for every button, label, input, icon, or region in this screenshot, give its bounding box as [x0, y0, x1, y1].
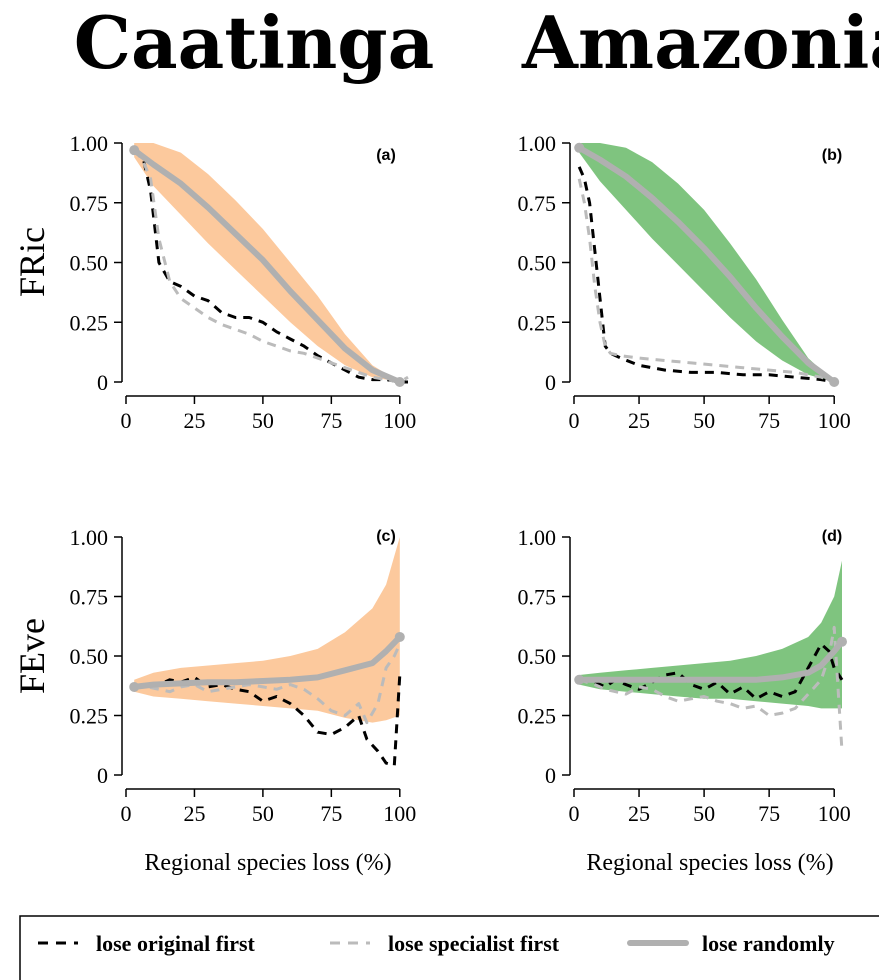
y-tick-label-a-0: 0 [97, 370, 108, 395]
panel-letter-a: (a) [376, 147, 396, 164]
x-tick-label-c-4: 100 [383, 801, 416, 826]
x-tick-label-c-1: 25 [183, 801, 205, 826]
series-line-d-lose-specialist-first [578, 625, 844, 752]
y-tick-label-c-3: 0.75 [70, 585, 109, 610]
x-tick-label-d-3: 75 [758, 801, 780, 826]
region-title-amazonia: Amazonia [521, 0, 879, 85]
y-tick-label-d-0: 0 [545, 763, 556, 788]
random-end-point-a [394, 377, 405, 387]
y-tick-label-a-3: 0.75 [70, 191, 109, 216]
random-start-point-a [129, 145, 140, 156]
legend: lose original first lose specialist firs… [19, 915, 879, 980]
xlabel-left: Regional species loss (%) [144, 850, 391, 876]
region-title-caatinga: Caatinga [74, 0, 435, 85]
x-tick-label-a-1: 25 [183, 408, 205, 433]
y-tick-label-c-1: 0.25 [70, 704, 109, 729]
y-tick-label-d-4: 1.00 [518, 525, 557, 550]
y-tick-label-a-1: 0.25 [70, 310, 109, 335]
series-line-c-lose-specialist-first [133, 643, 402, 725]
series-line-c-lose-original-first [133, 674, 402, 767]
x-tick-label-b-2: 50 [693, 408, 715, 433]
x-tick-label-b-0: 0 [569, 408, 580, 433]
x-tick-label-b-1: 25 [628, 408, 650, 433]
random-start-point-c [129, 681, 140, 692]
xlabel-right: Regional species loss (%) [586, 850, 833, 876]
y-tick-label-b-4: 1.00 [518, 131, 557, 156]
x-tick-label-a-3: 75 [320, 408, 342, 433]
ylabel-feve: FEve [12, 618, 52, 694]
legend-label-specialist: lose specialist first [388, 931, 560, 956]
x-tick-label-c-3: 75 [320, 801, 342, 826]
ylabel-fric: FRic [12, 227, 52, 297]
series-line-b-lose-randomly [576, 144, 838, 385]
panel-c: 0 0.25 0.50 0.75 1.00 0 25 50 75 100 (c) [70, 525, 417, 826]
y-tick-label-b-3: 0.75 [518, 191, 557, 216]
y-tick-label-b-0: 0 [545, 370, 556, 395]
y-tick-label-b-1: 0.25 [518, 310, 557, 335]
x-tick-label-d-2: 50 [693, 801, 715, 826]
legend-box [19, 915, 879, 980]
y-tick-label-d-2: 0.50 [518, 644, 557, 669]
x-tick-label-a-4: 100 [383, 408, 416, 433]
panel-letter-b: (b) [822, 147, 842, 164]
panel-letter-c: (c) [376, 528, 396, 545]
legend-label-original: lose original first [96, 931, 256, 956]
x-tick-label-d-4: 100 [818, 801, 851, 826]
x-tick-label-d-1: 25 [628, 801, 650, 826]
y-tick-label-d-3: 0.75 [518, 585, 557, 610]
panel-a: 0 0.25 0.50 0.75 1.00 0 25 50 75 100 (a) [70, 131, 417, 433]
series-line-d-lose-randomly [576, 638, 845, 683]
random-end-point-d [837, 636, 847, 647]
y-tick-label-c-2: 0.50 [70, 644, 109, 669]
random-end-point-b [829, 377, 840, 387]
y-tick-label-d-1: 0.25 [518, 704, 557, 729]
series-line-a-lose-original-first [133, 148, 408, 384]
series-line-c-lose-randomly [131, 634, 403, 690]
x-tick-label-c-2: 50 [252, 801, 274, 826]
panel-b: 0 0.25 0.50 0.75 1.00 0 25 50 75 100 (b) [518, 131, 851, 433]
x-tick-label-b-4: 100 [818, 408, 851, 433]
y-tick-label-a-4: 1.00 [70, 131, 109, 156]
random-end-point-c [394, 631, 405, 642]
uncertainty-band-c [134, 537, 400, 723]
random-start-point-d [574, 674, 585, 685]
x-tick-label-a-2: 50 [252, 408, 274, 433]
random-start-point-b [574, 142, 585, 153]
panel-letter-d: (d) [822, 528, 842, 545]
uncertainty-band-d [579, 560, 842, 709]
series-line-b-lose-original-first [577, 166, 835, 384]
series-line-a-lose-specialist-first [133, 149, 409, 384]
y-tick-label-c-4: 1.00 [70, 525, 109, 550]
y-tick-label-c-0: 0 [97, 763, 108, 788]
y-tick-label-b-2: 0.50 [518, 251, 557, 276]
legend-label-random: lose randomly [702, 931, 835, 956]
x-tick-label-a-0: 0 [121, 408, 132, 433]
x-tick-label-b-3: 75 [758, 408, 780, 433]
x-tick-label-c-0: 0 [121, 801, 132, 826]
y-tick-label-a-2: 0.50 [70, 251, 109, 276]
series-line-a-lose-randomly [131, 147, 403, 385]
x-tick-label-d-0: 0 [569, 801, 580, 826]
uncertainty-band-b [579, 143, 835, 382]
panel-d: 0 0.25 0.50 0.75 1.00 0 25 50 75 100 (d) [518, 525, 851, 826]
